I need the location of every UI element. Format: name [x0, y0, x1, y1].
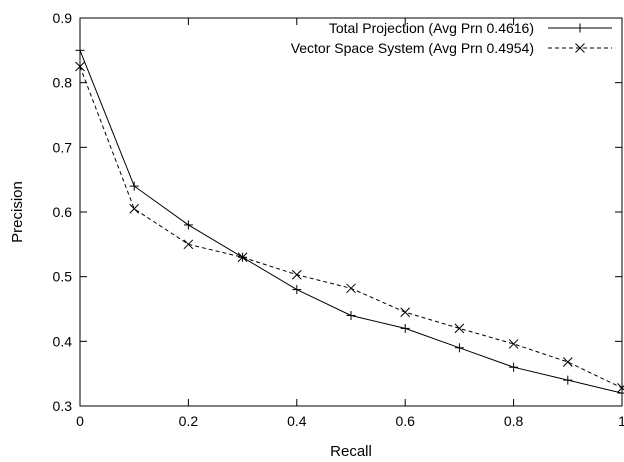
- data-point-1-5: [346, 283, 356, 294]
- series-layer: [75, 45, 624, 398]
- x-tick-label: 0.8: [504, 413, 524, 429]
- y-tick-label: 0.6: [53, 204, 73, 220]
- series-line-1: [79, 66, 623, 389]
- data-point-1-8: [508, 339, 519, 349]
- x-axis-ticks: 0 0.2 0.4 0.6 0.8 1: [76, 18, 624, 429]
- data-point-0-0: [75, 45, 85, 55]
- data-point-0-4: [292, 285, 302, 295]
- data-point-0-10: [617, 388, 624, 398]
- data-point-0-6: [400, 323, 410, 333]
- legend-marker-0: [575, 23, 585, 33]
- x-tick-label: 0.6: [395, 413, 415, 429]
- data-point-0-1: [129, 181, 139, 191]
- data-point-0-5: [346, 310, 356, 320]
- data-point-1-0: [75, 61, 85, 72]
- data-point-1-4: [291, 269, 302, 280]
- data-point-1-6: [400, 307, 411, 318]
- y-tick-label: 0.3: [53, 398, 73, 414]
- y-tick-label: 0.4: [53, 333, 73, 349]
- data-point-1-9: [562, 357, 573, 367]
- data-point-0-8: [509, 362, 519, 372]
- legend: Total Projection (Avg Prn 0.4616) Vector…: [291, 20, 612, 56]
- x-axis-label: Recall: [330, 443, 372, 460]
- data-point-1-1: [129, 203, 140, 214]
- y-tick-label: 0.9: [53, 10, 73, 26]
- legend-marker-1: [575, 43, 585, 53]
- data-point-1-10: [617, 383, 624, 393]
- legend-label-vector-space-system: Vector Space System (Avg Prn 0.4954): [291, 40, 534, 56]
- y-axis-label: Precision: [9, 181, 26, 243]
- y-tick-label: 0.7: [53, 139, 73, 155]
- y-tick-label: 0.8: [53, 75, 73, 91]
- x-tick-label: 0.4: [287, 413, 307, 429]
- y-axis-ticks: 0.3 0.4 0.5 0.6 0.7 0.8 0.9: [53, 10, 622, 414]
- data-point-0-7: [454, 343, 464, 353]
- data-point-1-2: [183, 239, 194, 250]
- x-tick-label: 0: [76, 413, 84, 429]
- y-tick-label: 0.5: [53, 269, 73, 285]
- plot-frame: [79, 17, 623, 407]
- data-point-0-2: [183, 220, 193, 230]
- data-point-1-7: [454, 323, 465, 334]
- data-point-0-9: [563, 375, 573, 385]
- x-tick-label: 0.2: [179, 413, 199, 429]
- legend-label-total-projection: Total Projection (Avg Prn 0.4616): [329, 20, 534, 36]
- data-point-1-3: [237, 252, 248, 263]
- x-tick-label: 1: [618, 413, 624, 429]
- series-line-0: [79, 50, 623, 394]
